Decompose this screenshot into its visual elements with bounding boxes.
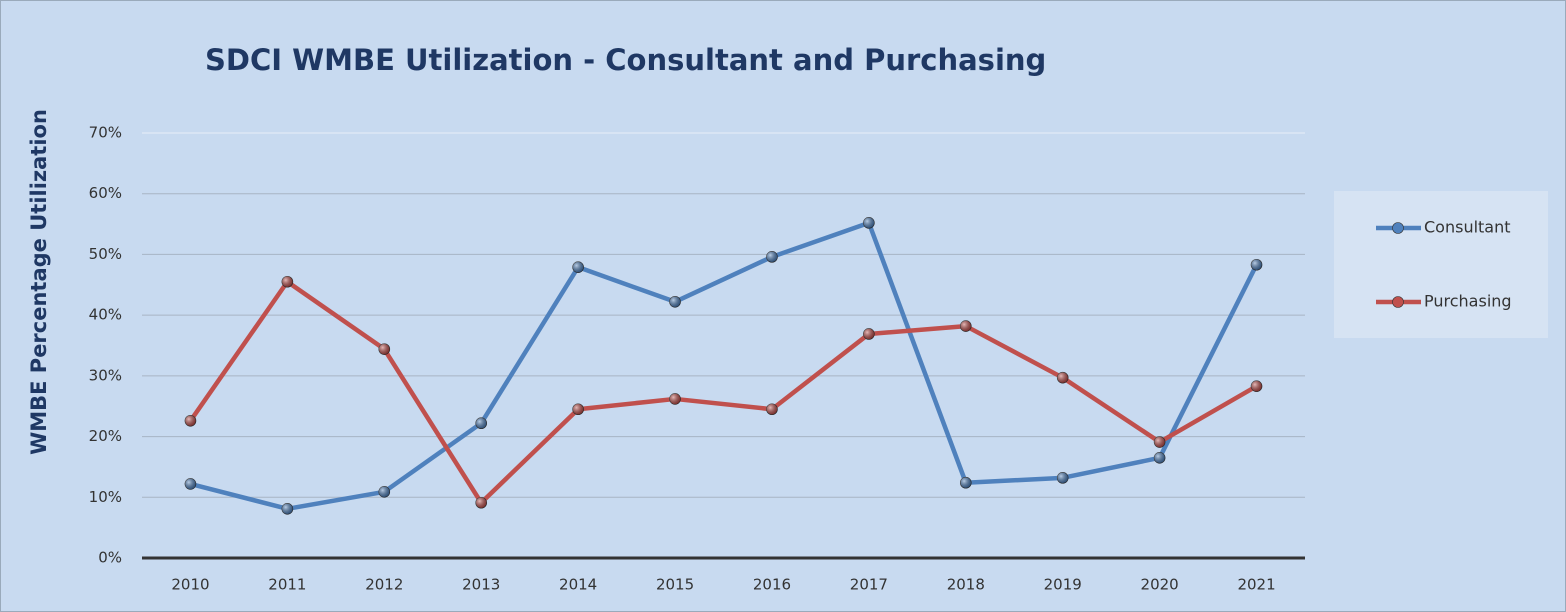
data-point-shade xyxy=(184,478,196,490)
legend xyxy=(1334,191,1548,338)
data-point-shade xyxy=(669,296,681,308)
y-axis-label: WMBE Percentage Utilization xyxy=(27,109,51,455)
data-point-shade xyxy=(766,251,778,263)
data-point-shade xyxy=(475,497,487,509)
y-tick-label: 30% xyxy=(89,366,122,384)
legend-marker xyxy=(1392,222,1404,234)
data-point-shade xyxy=(281,503,293,515)
y-tick-label: 10% xyxy=(89,488,122,506)
y-tick-label: 50% xyxy=(89,245,122,263)
x-tick-label: 2018 xyxy=(947,576,985,594)
data-point-shade xyxy=(1251,380,1263,392)
data-point-shade xyxy=(1154,436,1166,448)
data-point-shade xyxy=(1154,452,1166,464)
y-tick-label: 40% xyxy=(89,306,122,324)
x-tick-label: 2021 xyxy=(1237,576,1275,594)
chart-title: SDCI WMBE Utilization - Consultant and P… xyxy=(205,43,1046,77)
y-tick-label: 60% xyxy=(89,184,122,202)
data-point-shade xyxy=(1251,259,1263,271)
data-point-shade xyxy=(863,217,875,229)
legend-label: Purchasing xyxy=(1424,292,1512,311)
x-tick-label: 2017 xyxy=(850,576,888,594)
x-tick-label: 2013 xyxy=(462,576,500,594)
data-point-shade xyxy=(572,403,584,415)
series-line xyxy=(189,220,1259,512)
data-point-shade xyxy=(378,486,390,498)
x-tick-label: 2014 xyxy=(559,576,597,594)
data-point-shade xyxy=(1057,472,1069,484)
data-point-shade xyxy=(281,276,293,288)
y-tick-label: 20% xyxy=(89,427,122,445)
data-point-shade xyxy=(960,477,972,489)
x-tick-label: 2015 xyxy=(656,576,694,594)
x-tick-label: 2020 xyxy=(1141,576,1179,594)
x-tick-label: 2012 xyxy=(365,576,403,594)
x-tick-label: 2019 xyxy=(1044,576,1082,594)
data-point-shade xyxy=(863,328,875,340)
y-tick-label: 0% xyxy=(98,549,122,567)
data-point-shade xyxy=(184,415,196,427)
data-point-shade xyxy=(766,403,778,415)
x-tick-label: 2016 xyxy=(753,576,791,594)
data-point-shade xyxy=(960,320,972,332)
data-point-shade xyxy=(378,343,390,355)
legend-label: Consultant xyxy=(1424,218,1511,237)
data-point-shade xyxy=(475,417,487,429)
series-line xyxy=(188,279,1258,505)
legend-marker xyxy=(1392,296,1404,308)
y-tick-label: 70% xyxy=(89,124,122,142)
x-tick-label: 2011 xyxy=(268,576,306,594)
data-point-shade xyxy=(1057,372,1069,384)
x-tick-label: 2010 xyxy=(171,576,209,594)
data-point-shade xyxy=(669,393,681,405)
data-point-shade xyxy=(572,261,584,273)
